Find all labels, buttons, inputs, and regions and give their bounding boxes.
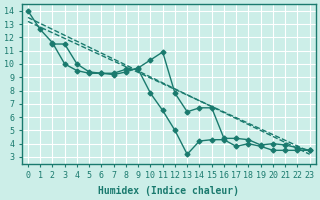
X-axis label: Humidex (Indice chaleur): Humidex (Indice chaleur) — [98, 186, 239, 196]
